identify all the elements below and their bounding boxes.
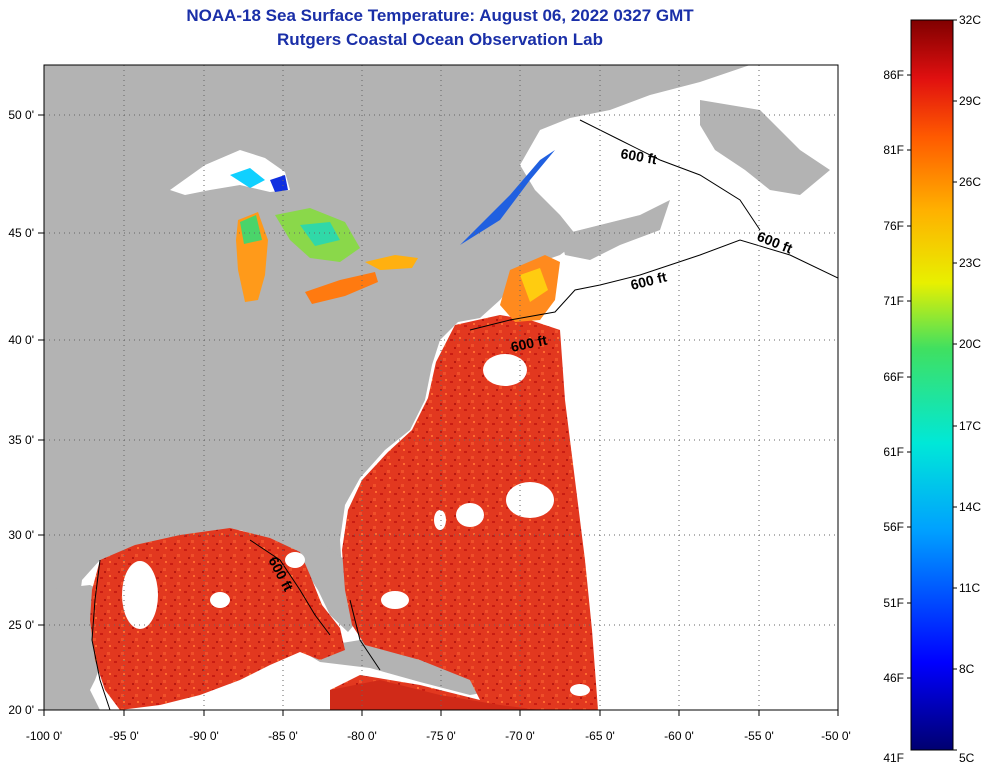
colorbar-celsius-label: 23C xyxy=(959,256,981,270)
x-tick-label: -75 0' xyxy=(426,729,456,743)
cloud-patches xyxy=(122,354,590,696)
color-bar: 32C 29C 26C 23C 20C 17C 14C 11C 8C 5C 86… xyxy=(883,13,981,765)
colorbar-fahrenheit-label: 61F xyxy=(883,445,904,459)
y-tick-label: 35 0' xyxy=(8,433,34,447)
y-tick-label: 30 0' xyxy=(8,528,34,542)
colorbar-celsius-label: 26C xyxy=(959,175,981,189)
colorbar-fahrenheit-label: 41F xyxy=(883,751,904,765)
x-tick-label: -60 0' xyxy=(664,729,694,743)
colorbar-celsius-label: 14C xyxy=(959,500,981,514)
sst-gulf-of-maine xyxy=(520,268,548,302)
land-mass xyxy=(44,65,750,710)
colorbar-fahrenheit-label: 76F xyxy=(883,219,904,233)
map-plot-area: 600 ft 600 ft 600 ft 600 ft 600 ft xyxy=(44,65,838,710)
y-tick-label: 45 0' xyxy=(8,226,34,240)
colorbar-celsius-label: 29C xyxy=(959,94,981,108)
colorbar-fahrenheit-label: 86F xyxy=(883,68,904,82)
map-subtitle: Rutgers Coastal Ocean Observation Lab xyxy=(277,30,603,49)
color-bar-gradient xyxy=(910,19,954,751)
colorbar-fahrenheit-label: 81F xyxy=(883,143,904,157)
x-axis-labels: -100 0' -95 0' -90 0' -85 0' -80 0' -75 … xyxy=(26,729,851,743)
x-tick-label: -55 0' xyxy=(744,729,774,743)
colorbar-celsius-label: 8C xyxy=(959,662,975,676)
sst-caribbean xyxy=(330,680,540,710)
contour-label-4: 600 ft xyxy=(509,332,548,355)
color-bar-ticks xyxy=(907,19,957,751)
colorbar-celsius-label: 5C xyxy=(959,751,975,765)
colorbar-celsius-label: 17C xyxy=(959,419,981,433)
axis-tick-marks xyxy=(38,114,839,716)
x-tick-label: -65 0' xyxy=(585,729,615,743)
map-title: NOAA-18 Sea Surface Temperature: August … xyxy=(186,6,694,25)
x-tick-label: -85 0' xyxy=(268,729,298,743)
lake-ontario xyxy=(365,255,418,270)
x-tick-label: -90 0' xyxy=(189,729,219,743)
y-tick-label: 40 0' xyxy=(8,333,34,347)
great-lakes xyxy=(170,150,418,304)
colorbar-celsius-label: 11C xyxy=(959,581,980,595)
land-canada-east xyxy=(700,100,830,195)
colorbar-celsius-label: 20C xyxy=(959,337,981,351)
colorbar-fahrenheit-label: 51F xyxy=(883,596,904,610)
y-axis-labels: 50 0' 45 0' 40 0' 35 0' 30 0' 25 0' 20 0… xyxy=(8,108,34,717)
x-tick-label: -95 0' xyxy=(109,729,139,743)
y-tick-label: 50 0' xyxy=(8,108,34,122)
colorbar-fahrenheit-label: 56F xyxy=(883,520,904,534)
y-tick-label: 20 0' xyxy=(8,703,34,717)
lake-superior xyxy=(170,150,290,195)
land-nova-scotia xyxy=(560,200,670,260)
y-tick-label: 25 0' xyxy=(8,618,34,632)
lake-erie xyxy=(305,272,378,304)
land-cuba xyxy=(300,640,500,695)
colorbar-fahrenheit-label: 71F xyxy=(883,294,904,308)
colorbar-celsius-label: 32C xyxy=(959,13,981,27)
x-tick-label: -50 0' xyxy=(821,729,851,743)
x-tick-label: -70 0' xyxy=(505,729,535,743)
contour-label-1: 600 ft xyxy=(619,145,658,167)
st-lawrence xyxy=(460,150,555,245)
x-tick-label: -100 0' xyxy=(26,729,62,743)
colorbar-fahrenheit-label: 46F xyxy=(883,671,904,685)
isobath-600ft xyxy=(91,119,838,710)
x-tick-label: -80 0' xyxy=(347,729,377,743)
colorbar-fahrenheit-label: 66F xyxy=(883,370,904,384)
